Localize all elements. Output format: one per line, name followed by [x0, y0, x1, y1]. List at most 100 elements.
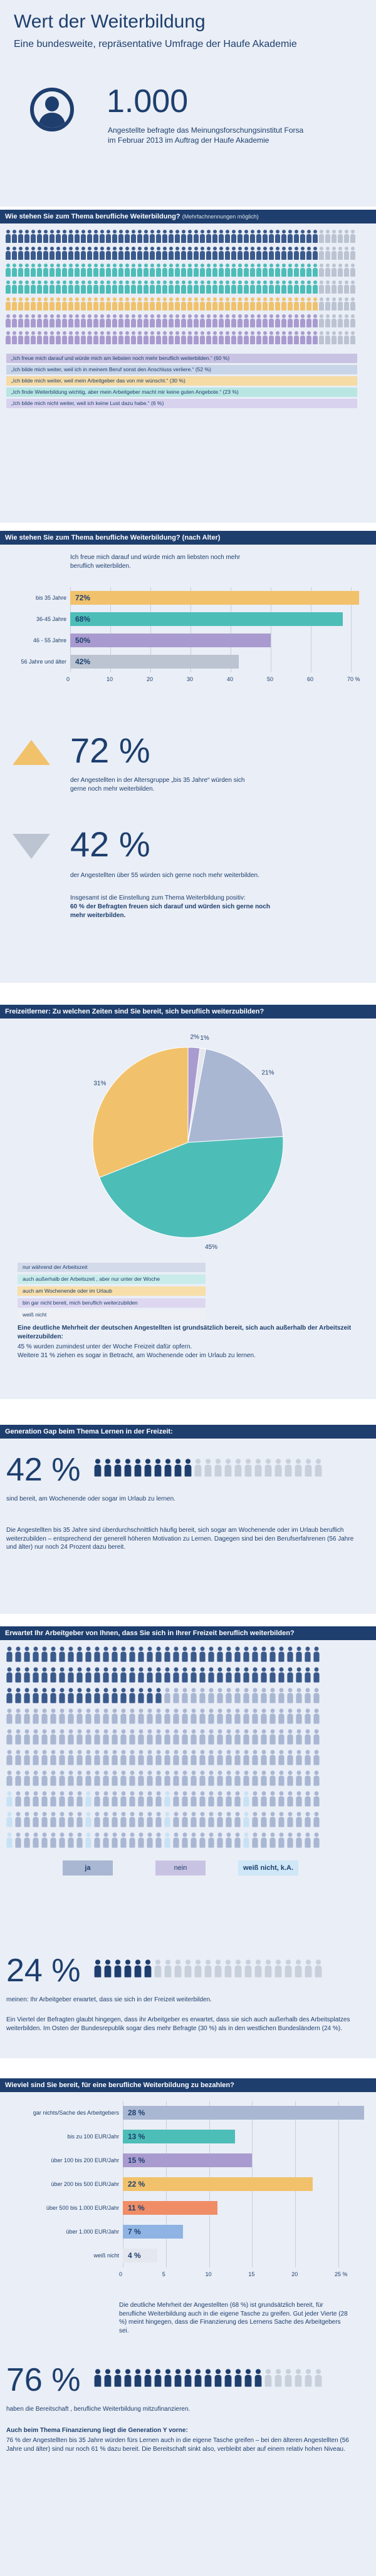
person-icon [33, 1770, 39, 1786]
person-icon [294, 247, 299, 260]
person-icon [87, 264, 92, 277]
person-icon [24, 264, 29, 277]
person-icon [68, 264, 73, 277]
category-label: 46 - 55 Jahre [33, 637, 66, 644]
category-label: über 100 bis 200 EUR/Jahr [51, 2157, 119, 2163]
person-icon [112, 1812, 118, 1827]
person-icon [75, 314, 80, 327]
person-icon [147, 1812, 153, 1827]
person-icon [296, 1832, 302, 1848]
person-icon [174, 1459, 182, 1477]
person-icon [138, 1791, 144, 1807]
axis-tick-label: 10 [107, 676, 113, 682]
person-icon [169, 314, 174, 327]
person-icon [288, 314, 293, 327]
person-icon [93, 297, 98, 310]
person-icon [164, 1459, 172, 1477]
person-icon [144, 1959, 152, 1978]
person-icon [275, 247, 280, 260]
person-icon [120, 1812, 127, 1827]
person-icon [226, 1729, 232, 1745]
pie-value-label: 2% [190, 1034, 199, 1040]
person-icon [106, 297, 111, 310]
count-desc-2: im Februar 2013 im Auftrag der Haufe Aka… [108, 136, 269, 145]
person-icon [169, 297, 174, 310]
person-icon [288, 297, 293, 310]
person-icon [93, 264, 98, 277]
person-icon [269, 331, 274, 344]
person-icon [184, 1459, 192, 1477]
person-icon [244, 247, 249, 260]
employer-stat-value: 24 % [6, 1953, 81, 1989]
person-icon [219, 331, 224, 344]
person-icon [18, 314, 23, 327]
bar-value-label: 50% [75, 636, 91, 645]
person-icon [147, 1729, 153, 1745]
person-icon [138, 1770, 144, 1786]
person-icon [100, 264, 105, 277]
person-icon [225, 297, 230, 310]
person-icon [243, 1812, 249, 1827]
person-icon [173, 1750, 179, 1765]
person-icon [68, 331, 73, 344]
person-icon [338, 264, 343, 277]
person-icon [156, 314, 161, 327]
person-icon [106, 264, 111, 277]
person-icon [87, 314, 92, 327]
person-icon [68, 1688, 74, 1703]
person-icon [184, 1959, 192, 1978]
person-icon [338, 297, 343, 310]
person-icon [164, 1646, 170, 1662]
person-icon [129, 1667, 135, 1683]
person-icon [31, 264, 36, 277]
category-label: 56 Jahre und älter [21, 659, 66, 665]
bar-value-label: 13 % [128, 2132, 145, 2141]
person-icon [325, 297, 330, 310]
payment-footer-text: 76 % der Angestellten bis 35 Jahre würde… [6, 2437, 349, 2453]
person-icon [194, 314, 199, 327]
person-icon [75, 247, 80, 260]
person-icon [164, 1832, 170, 1848]
person-icon [214, 1459, 222, 1477]
person-icon [156, 280, 161, 294]
person-icon [256, 230, 261, 243]
person-icon [93, 331, 98, 344]
person-icon [156, 297, 161, 310]
person-icon [120, 1791, 127, 1807]
generation-stat-caption: sind bereit, am Wochenende oder sogar im… [6, 1496, 175, 1502]
employer-section-header: Erwartet Ihr Arbeitgeber von Ihnen, dass… [0, 1626, 376, 1640]
person-icon [50, 280, 55, 294]
person-icon [154, 1459, 162, 1477]
person-icon [164, 1791, 170, 1807]
person-icon [103, 1708, 109, 1724]
person-icon [155, 1770, 162, 1786]
person-icon [120, 1750, 127, 1765]
category-label: 36-45 Jahre [36, 616, 66, 622]
person-icon [120, 1688, 127, 1703]
person-icon [154, 2369, 162, 2387]
person-icon [278, 1750, 285, 1765]
person-icon [231, 297, 236, 310]
person-icon [269, 297, 274, 310]
person-icon [125, 230, 130, 243]
person-icon [147, 1667, 153, 1683]
person-icon [194, 1459, 202, 1477]
person-icon [181, 247, 186, 260]
person-icon [256, 280, 261, 294]
person-icon [144, 314, 149, 327]
person-icon [164, 1812, 170, 1827]
person-icon [106, 247, 111, 260]
person-icon [76, 1729, 83, 1745]
person-icon [120, 1646, 127, 1662]
person-icon [173, 1688, 179, 1703]
person-icon [118, 331, 123, 344]
person-icon [147, 1750, 153, 1765]
person-icon [250, 280, 255, 294]
category-label: bis zu 100 EUR/Jahr [67, 2133, 119, 2140]
person-icon [112, 280, 117, 294]
person-icon [269, 1646, 276, 1662]
category-label: über 500 bis 1.000 EUR/Jahr [46, 2205, 119, 2211]
axis-tick-label: 0 [119, 2271, 123, 2277]
person-icon [332, 264, 337, 277]
person-icon [50, 1708, 56, 1724]
